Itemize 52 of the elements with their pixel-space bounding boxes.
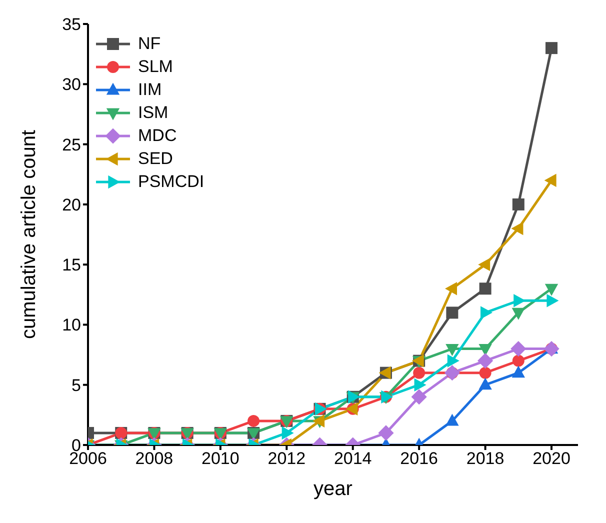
y-axis-title: cumulative article count xyxy=(18,130,40,339)
y-tick-label: 30 xyxy=(62,75,81,94)
point xyxy=(512,354,524,367)
legend-label: PSMCDI xyxy=(138,172,204,192)
point xyxy=(444,282,457,296)
x-axis-title: year xyxy=(314,478,353,500)
point xyxy=(478,258,490,272)
point xyxy=(546,42,558,54)
x-tick-label: 2018 xyxy=(466,449,504,468)
x-tick-label: 2008 xyxy=(135,449,174,468)
point xyxy=(248,414,260,427)
point xyxy=(378,425,394,441)
point xyxy=(544,174,556,187)
point xyxy=(511,222,524,236)
point xyxy=(446,306,458,319)
x-tick-label: 2020 xyxy=(532,449,570,468)
point xyxy=(479,282,492,295)
point xyxy=(479,366,492,379)
legend-label: MDC xyxy=(138,126,177,146)
x-tick-label: 2016 xyxy=(400,449,438,468)
point xyxy=(411,389,427,405)
point xyxy=(478,344,492,356)
point xyxy=(514,294,526,308)
y-tick-label: 10 xyxy=(62,316,81,335)
point xyxy=(480,306,492,320)
legend-label: NF xyxy=(138,34,161,54)
legend-label: ISM xyxy=(138,103,168,123)
point xyxy=(282,426,294,440)
point xyxy=(544,284,558,296)
point xyxy=(446,414,459,426)
point xyxy=(510,340,526,357)
y-tick-label: 15 xyxy=(62,256,81,275)
point xyxy=(512,198,524,210)
point xyxy=(546,294,559,308)
point xyxy=(512,308,526,320)
y-tick-label: 20 xyxy=(62,195,81,214)
y-tick-label: 25 xyxy=(62,135,81,154)
legend-label: IIM xyxy=(138,80,162,100)
point xyxy=(446,344,459,356)
point xyxy=(447,354,460,368)
point xyxy=(512,366,526,378)
x-tick-label: 2014 xyxy=(334,449,372,468)
point xyxy=(478,378,492,390)
x-tick-label: 2010 xyxy=(202,449,240,468)
legend-label: SED xyxy=(138,149,173,169)
y-tick-label: 5 xyxy=(72,376,81,395)
y-tick-label: 35 xyxy=(62,15,81,34)
point xyxy=(414,378,426,392)
x-tick-label: 2012 xyxy=(268,449,306,468)
legend-label: SLM xyxy=(138,57,173,77)
point xyxy=(413,366,426,379)
point xyxy=(477,353,494,369)
